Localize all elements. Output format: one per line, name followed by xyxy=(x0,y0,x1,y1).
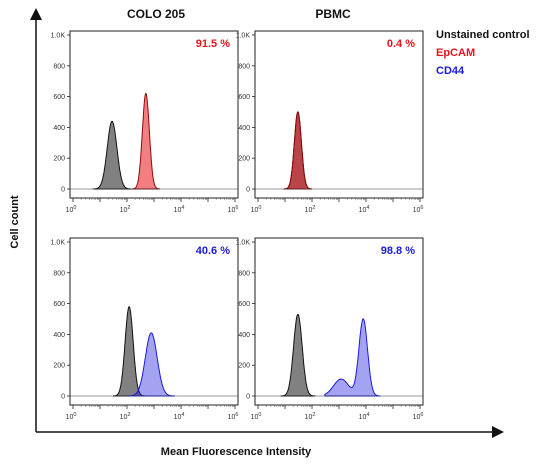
histogram-epcam xyxy=(131,92,160,190)
legend-unstained-control: Unstained control xyxy=(436,29,530,41)
y-tick-label: 200 xyxy=(238,156,250,163)
legend: Unstained control EpCAM CD44 xyxy=(436,29,530,77)
y-tick-label: 0 xyxy=(246,187,250,194)
percent-positive-label: 40.6 % xyxy=(196,245,230,257)
x-tick-label: 102 xyxy=(120,205,131,214)
y-tick-label: 200 xyxy=(53,363,65,370)
x-tick-label: 104 xyxy=(174,205,185,214)
panel-frame xyxy=(254,30,424,199)
panel-frame xyxy=(69,237,239,406)
x-tick-label: 102 xyxy=(305,205,316,214)
column-title-colo205: COLO 205 xyxy=(127,7,185,21)
x-tick-label: 100 xyxy=(66,205,77,214)
percent-positive-label: 98.8 % xyxy=(381,245,415,257)
x-tick-label: 100 xyxy=(66,412,77,421)
histogram-unstained-control xyxy=(112,306,146,397)
percent-positive-label: 91.5 % xyxy=(196,38,230,50)
y-tick-label: 600 xyxy=(53,94,65,101)
histogram-panel-3: 0 200 400 600 800 1.0K 100 102 104 106 40.6 % xyxy=(51,237,239,421)
x-tick-label: 104 xyxy=(174,412,185,421)
histogram-panel-4: 0 200 400 600 800 1.0K 100 102 104 106 98.8 % xyxy=(236,237,424,421)
y-tick-label: 600 xyxy=(238,94,250,101)
y-tick-label: 800 xyxy=(53,270,65,277)
x-tick-label: 106 xyxy=(228,205,239,214)
y-tick-label: 400 xyxy=(53,332,65,339)
y-tick-label: 600 xyxy=(238,301,250,308)
legend-cd44: CD44 xyxy=(436,65,465,77)
x-tick-label: 102 xyxy=(305,412,316,421)
histogram-cd44 xyxy=(127,332,175,397)
histogram-unstained-control xyxy=(92,120,132,190)
histogram-epcam xyxy=(283,111,312,190)
y-tick-label: 0 xyxy=(61,394,65,401)
y-tick-label: 800 xyxy=(238,270,250,277)
histogram-panels: 0 200 400 600 800 1.0K 100 102 104 106 91.5 % 0 200 4… xyxy=(51,30,424,421)
column-title-pbmc: PBMC xyxy=(315,7,351,21)
x-tick-label: 104 xyxy=(359,205,370,214)
y-tick-label: 0 xyxy=(246,394,250,401)
y-tick-label: 800 xyxy=(238,63,250,70)
histogram-panel-2: 0 200 400 600 800 1.0K 100 102 104 106 0.4 % xyxy=(236,30,424,214)
percent-positive-label: 0.4 % xyxy=(387,38,415,50)
x-tick-label: 106 xyxy=(413,412,424,421)
x-axis-title: Mean Fluorescence Intensity xyxy=(161,446,312,458)
y-tick-label: 200 xyxy=(53,156,65,163)
x-tick-label: 106 xyxy=(228,412,239,421)
y-tick-label: 1.0K xyxy=(51,33,66,40)
y-tick-label: 200 xyxy=(238,363,250,370)
x-tick-label: 102 xyxy=(120,412,131,421)
y-tick-label: 1.0K xyxy=(51,240,66,247)
y-tick-label: 400 xyxy=(238,125,250,132)
y-axis-title: Cell count xyxy=(9,195,21,249)
legend-epcam: EpCAM xyxy=(436,47,475,59)
histogram-panel-1: 0 200 400 600 800 1.0K 100 102 104 106 91.5 % xyxy=(51,30,239,214)
x-tick-label: 100 xyxy=(251,412,262,421)
y-tick-label: 0 xyxy=(61,187,65,194)
y-tick-label: 600 xyxy=(53,301,65,308)
y-tick-label: 1.0K xyxy=(236,240,251,247)
y-tick-label: 400 xyxy=(238,332,250,339)
histogram-cd44 xyxy=(324,318,381,397)
y-tick-label: 400 xyxy=(53,125,65,132)
x-tick-label: 106 xyxy=(413,205,424,214)
y-tick-label: 1.0K xyxy=(236,33,251,40)
x-tick-label: 100 xyxy=(251,205,262,214)
y-tick-label: 800 xyxy=(53,63,65,70)
histogram-unstained-control xyxy=(280,313,316,397)
panel-frame xyxy=(69,30,239,199)
x-tick-label: 104 xyxy=(359,412,370,421)
